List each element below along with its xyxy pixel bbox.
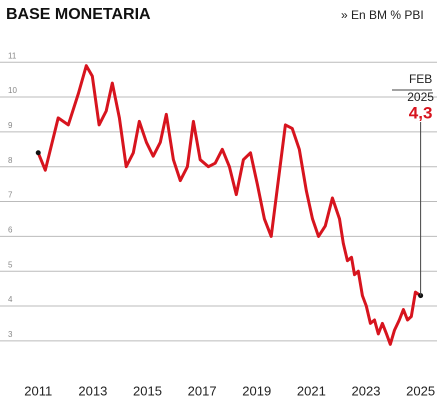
y-tick-label: 9 [8, 121, 13, 130]
y-tick-label: 3 [8, 330, 13, 339]
x-tick-label: 2017 [188, 383, 217, 398]
y-tick-label: 8 [8, 156, 13, 165]
x-tick-label: 2011 [24, 383, 52, 398]
x-tick-label: 2013 [78, 383, 107, 398]
x-tick-label: 2019 [242, 383, 271, 398]
chart-subtitle: » En BM % PBI [341, 8, 424, 22]
y-tick-label: 11 [8, 51, 17, 60]
x-tick-label: 2015 [133, 383, 162, 398]
x-tick-label: 2025 [406, 383, 435, 398]
x-tick-label: 2023 [352, 383, 381, 398]
annotation-year: 2025 [407, 90, 434, 104]
y-tick-label: 5 [8, 260, 13, 269]
y-tick-label: 4 [8, 295, 13, 304]
chart-title: BASE MONETARIA [6, 6, 151, 23]
annotation-value: 4,3 [409, 103, 433, 122]
y-tick-label: 6 [8, 225, 13, 234]
end-point [35, 150, 41, 156]
y-tick-label: 7 [8, 191, 13, 200]
annotation-month: FEB [409, 72, 432, 86]
data-line [36, 64, 422, 346]
x-tick-label: 2021 [297, 383, 326, 398]
y-tick-label: 10 [8, 86, 17, 95]
